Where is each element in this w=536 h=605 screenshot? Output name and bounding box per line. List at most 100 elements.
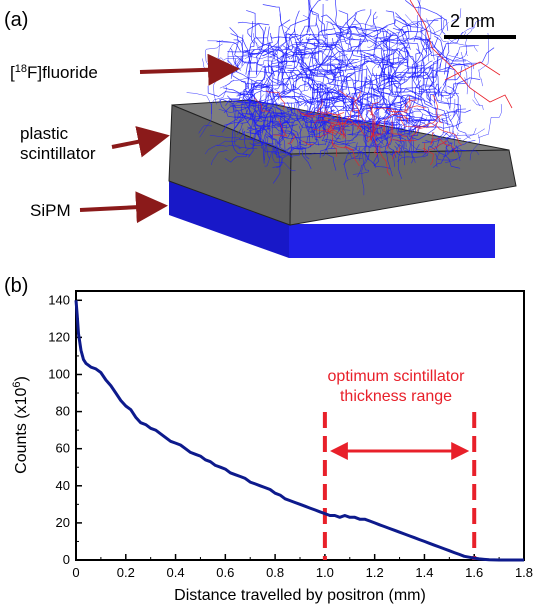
track-path: [313, 119, 357, 125]
track-path: [396, 23, 419, 44]
track-path: [237, 123, 243, 135]
track-path: [312, 68, 336, 94]
track-path: [435, 153, 458, 161]
track-path: [413, 62, 438, 78]
track-path: [368, 61, 393, 84]
track-path: [416, 48, 436, 78]
track-path: [265, 133, 277, 155]
track-path: [298, 125, 307, 146]
track-path: [288, 115, 312, 122]
track-path: [298, 79, 314, 101]
track-path: [357, 154, 370, 177]
track-path: [416, 107, 448, 117]
track-path: [318, 48, 345, 69]
track-path: [301, 150, 312, 170]
track-path: [286, 56, 318, 80]
track-path: [437, 82, 467, 97]
track-path: [256, 121, 272, 127]
track-path: [373, 122, 379, 157]
track-path: [398, 42, 421, 55]
x-axis-ticks: 0 0.2 0.4 0.6 0.8 1.0 1.2 1.4 1.6 1.8: [72, 554, 533, 580]
track-path: [408, 126, 416, 131]
track-path: [387, 33, 391, 61]
track-path: [268, 136, 293, 158]
track-path: [388, 60, 401, 95]
track-path: [434, 99, 458, 105]
track-path: [404, 64, 432, 78]
sipm-block: [169, 181, 495, 258]
track-path: [367, 109, 373, 116]
track-path: [347, 152, 370, 160]
track-path: [451, 8, 462, 22]
track-path: [259, 48, 278, 73]
track-path: [359, 34, 406, 60]
track-path: [447, 77, 481, 99]
track-path: [383, 107, 391, 124]
track-path: [255, 76, 265, 90]
track-path: [326, 54, 348, 75]
track-path: [272, 35, 296, 49]
track-path: [422, 30, 432, 50]
track-path: [250, 21, 255, 44]
track-path: [272, 53, 284, 80]
track-path: [364, 118, 380, 138]
track-path: [269, 108, 296, 119]
track-path: [307, 58, 318, 67]
track-path: [315, 52, 341, 73]
track-path: [366, 69, 379, 95]
track-path: [199, 119, 212, 138]
track-path: [398, 48, 423, 79]
track-path: [352, 119, 365, 136]
track-path: [359, 94, 378, 106]
track-path: [421, 32, 430, 62]
track-path: [450, 81, 457, 92]
track-path: [272, 124, 304, 151]
track-path: [209, 135, 252, 140]
track-path: [232, 104, 236, 144]
track-path: [349, 91, 361, 119]
track-path: [413, 19, 439, 42]
track-path: [326, 139, 331, 153]
track-path: [446, 110, 452, 122]
track-path: [227, 40, 255, 53]
track-path: [436, 55, 467, 62]
plastic-scintillator-slab: [168, 99, 517, 226]
track-path: [236, 59, 251, 97]
track-path: [445, 71, 456, 97]
track-path: [319, 148, 337, 158]
track-path: [308, 0, 326, 42]
track-path: [276, 83, 309, 96]
track-path: [344, 145, 360, 167]
track-path: [268, 112, 292, 130]
x-tick-label: 0.2: [117, 565, 135, 580]
track-path: [457, 103, 461, 130]
track-path: [243, 97, 260, 136]
y-tick-label: 80: [56, 404, 70, 419]
track-path: [425, 36, 431, 53]
track-path: [367, 146, 391, 169]
counts-curve: [74, 300, 524, 562]
track-path: [300, 113, 316, 118]
track-path: [429, 69, 439, 97]
track-path: [421, 131, 449, 143]
track-path: [324, 84, 326, 101]
track-path: [245, 49, 256, 75]
track-path: [404, 96, 411, 112]
track-path: [413, 52, 421, 74]
track-path: [274, 115, 295, 136]
track-path: [365, 118, 386, 139]
track-path: [395, 64, 420, 88]
track-path: [263, 66, 274, 123]
track-path: [272, 147, 281, 184]
track-path: [249, 117, 269, 147]
track-path: [286, 119, 298, 136]
track-path: [413, 108, 439, 117]
track-path: [445, 97, 451, 111]
sipm-label: SiPM: [30, 201, 71, 220]
track-path: [322, 104, 340, 117]
track-path: [258, 68, 265, 119]
track-path: [306, 152, 322, 155]
track-path: [388, 49, 395, 65]
track-path: [385, 142, 393, 177]
track-path: [315, 105, 362, 118]
